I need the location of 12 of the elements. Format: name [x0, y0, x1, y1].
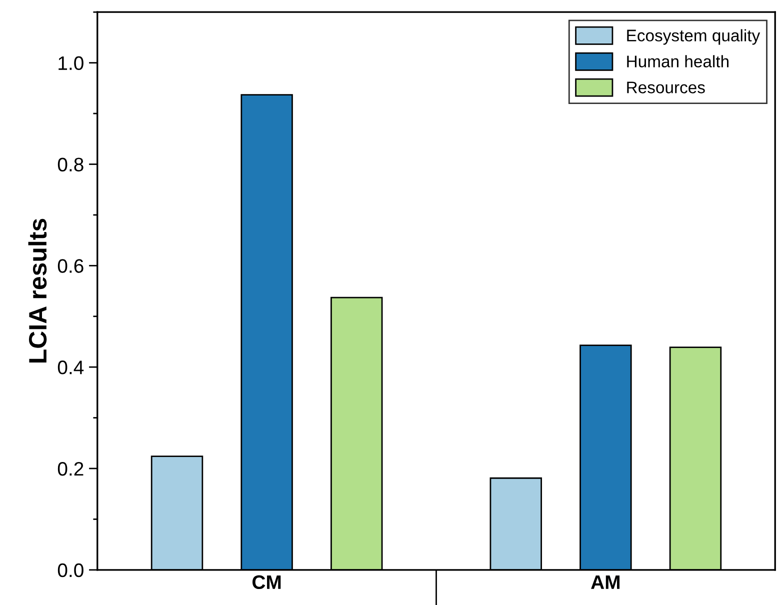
y-tick-label: 1.0 [58, 56, 84, 70]
y-tick-label: 0.6 [58, 259, 84, 273]
y-tick-label: 0.2 [58, 462, 84, 476]
legend-label: Human health [627, 55, 728, 68]
y-tick-label: 0.0 [58, 563, 84, 578]
y-tick-label: 0.8 [58, 158, 84, 172]
x-tick-label: AM [591, 575, 620, 589]
legend-label: Resources [627, 82, 705, 94]
y-axis-title: LCIA results [28, 218, 47, 362]
legend-label: Ecosystem quality [627, 29, 760, 45]
y-tick-label: 0.4 [58, 360, 84, 374]
x-tick-label: CM [252, 575, 281, 590]
